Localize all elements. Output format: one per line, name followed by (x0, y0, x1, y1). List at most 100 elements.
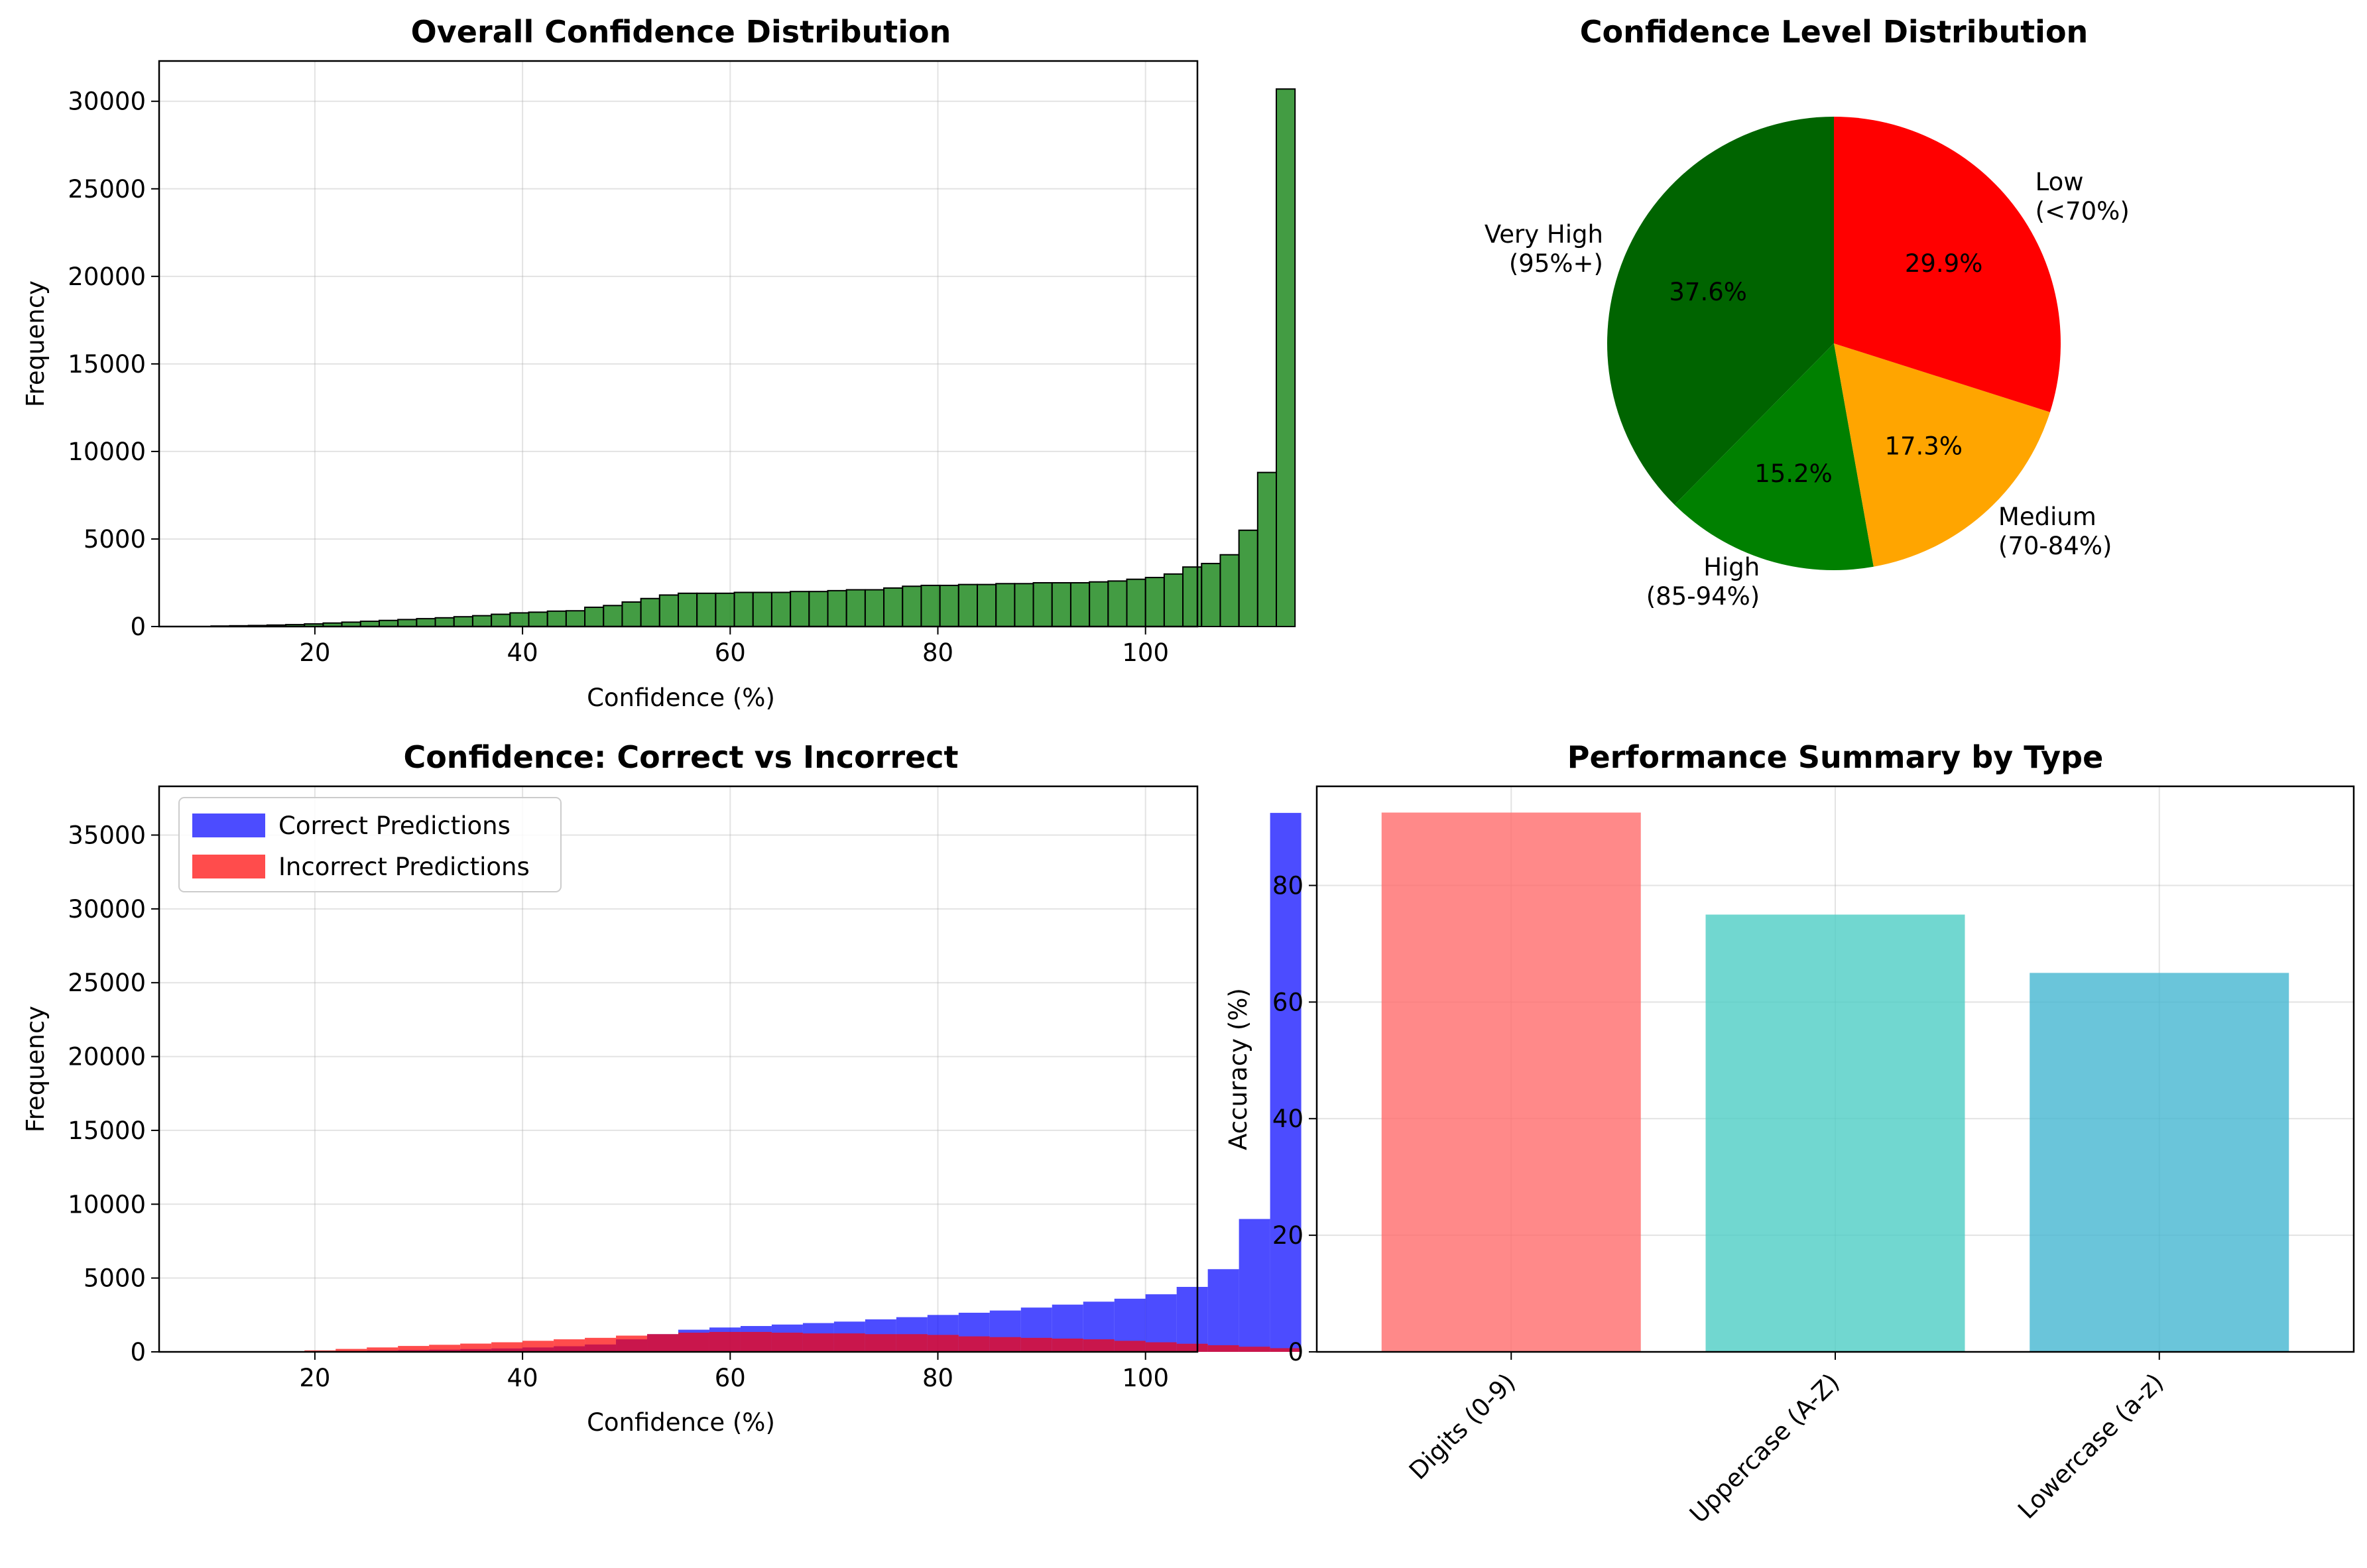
y-tick-label: 5000 (84, 525, 146, 554)
histogram-bar (1069, 581, 1091, 628)
correct-vs-incorrect-plot-frame (158, 785, 1199, 1353)
overall-grid (159, 61, 1197, 627)
incorrect-bar (927, 1335, 959, 1352)
accuracy-bar (1705, 914, 1965, 1352)
histogram-bar (827, 589, 847, 628)
pie-percent-label: 29.9% (1905, 249, 1983, 278)
histogram-bar (920, 584, 941, 628)
incorrect-bar (647, 1334, 678, 1352)
performance-chart-title: Performance Summary by Type (1567, 739, 2104, 775)
histogram-bar (1014, 583, 1034, 628)
y-tick-label: 35000 (68, 821, 146, 849)
pie-category-label-line: (<70%) (2035, 197, 2130, 225)
histogram-bar (565, 610, 586, 627)
pie-category-label-line: Very High (1485, 220, 1603, 249)
incorrect-bar (1207, 1345, 1239, 1352)
histogram-bar (603, 605, 623, 627)
histogram-bar (1107, 580, 1128, 627)
performance-x-ticks: Digits (0-9) Uppercase (A-Z) Lowercase (a-… (1404, 1352, 2169, 1529)
incorrect-bar (865, 1334, 896, 1352)
pie-category-label-line: (95%+) (1509, 249, 1603, 278)
histogram-bar (471, 615, 493, 628)
histogram-bar (509, 612, 530, 628)
y-tick-label: 0 (130, 613, 146, 641)
correct-bar (1145, 1294, 1177, 1352)
pie-percent-label: 17.3% (1884, 432, 1963, 460)
incorrect-bar (429, 1345, 461, 1352)
performance-summary-bar-chart: Performance Summary by Type Digits (0-9)… (1224, 739, 2355, 1529)
histogram-bar (640, 597, 660, 628)
y-tick-label: 20 (1272, 1221, 1304, 1250)
incorrect-bar (1083, 1339, 1115, 1352)
histogram-bar (1201, 562, 1221, 627)
y-tick-label: 80 (1272, 871, 1304, 900)
overall-y-ticks: 0 5000 10000 15000 20000 25000 30000 (68, 88, 159, 641)
y-tick-label: 25000 (68, 969, 146, 997)
histogram-bar (678, 592, 698, 628)
legend-swatch-incorrect (192, 855, 265, 878)
pie-chart-title: Confidence Level Distribution (1580, 14, 2089, 50)
legend-label-incorrect: Incorrect Predictions (278, 853, 530, 881)
y-tick-label: 15000 (68, 350, 146, 379)
incorrect-bar (367, 1347, 398, 1352)
overall-plot-frame (158, 60, 1199, 628)
x-tick-label: 20 (299, 1364, 330, 1392)
histogram-bar (790, 591, 810, 628)
histogram-bar (883, 587, 904, 628)
pie-percent-label: 15.2% (1754, 459, 1833, 488)
correct-bar (1176, 1287, 1208, 1352)
histogram-bar (1089, 581, 1109, 627)
overall-x-axis-label: Confidence (%) (587, 684, 775, 712)
y-tick-label: 10000 (68, 438, 146, 466)
histogram-bar (1144, 577, 1165, 627)
x-tick-label: 40 (507, 1364, 538, 1392)
incorrect-bar (802, 1333, 834, 1352)
y-tick-label: 0 (1288, 1338, 1304, 1366)
x-tick-label: 80 (922, 1364, 953, 1392)
x-tick-label: 60 (715, 1364, 746, 1392)
histogram-bar (995, 583, 1016, 628)
incorrect-bar (709, 1331, 741, 1352)
x-tick-label: 40 (507, 638, 538, 667)
correct-vs-incorrect-x-axis-label: Confidence (%) (587, 1408, 775, 1437)
overall-confidence-histogram: Overall Confidence Distribution 20 40 60 80… (21, 14, 1296, 712)
x-tick-label: 100 (1122, 638, 1169, 667)
incorrect-bar (491, 1342, 523, 1352)
histogram-bar (770, 591, 792, 628)
x-tick-label: 20 (299, 638, 330, 667)
histogram-bar (1032, 581, 1053, 628)
overall-bars (210, 88, 1296, 628)
x-tick-label: 80 (922, 638, 953, 667)
pie-slice (1834, 117, 2061, 412)
histogram-bar (1256, 471, 1278, 627)
correct-vs-incorrect-title: Confidence: Correct vs Incorrect (403, 739, 958, 775)
pie-slice (1607, 117, 1834, 505)
category-label: Uppercase (A-Z) (1684, 1368, 1845, 1529)
y-tick-label: 30000 (68, 895, 146, 924)
histogram-bar (752, 591, 772, 628)
histogram-bar (491, 613, 511, 627)
incorrect-bar (1145, 1342, 1177, 1352)
pie-slice (1834, 343, 2050, 567)
incorrect-bar (398, 1346, 430, 1352)
histogram-bar (939, 584, 959, 628)
histogram-bar (658, 594, 680, 628)
histogram-bar (528, 611, 548, 628)
pie-category-label: Low (<70%) (2035, 168, 2130, 225)
incorrect-bar (740, 1331, 772, 1352)
y-tick-label: 20000 (68, 263, 146, 291)
histogram-bar (434, 617, 455, 627)
correct-vs-incorrect-y-ticks: 0 5000 10000 15000 20000 25000 30000 35000 (68, 821, 159, 1366)
histogram-bar (1126, 578, 1146, 627)
histogram-bar (584, 606, 605, 627)
correct-vs-incorrect-bars (242, 813, 1302, 1352)
correct-bar (1270, 813, 1302, 1352)
histogram-bar (808, 591, 829, 628)
y-tick-label: 30000 (68, 88, 146, 116)
incorrect-bar (616, 1335, 648, 1352)
pie-category-label-line: Medium (1998, 503, 2096, 531)
histogram-bar (977, 583, 997, 628)
legend-swatch-correct (192, 814, 265, 837)
correct-vs-incorrect-x-ticks: 20 40 60 80 100 (299, 1352, 1169, 1392)
